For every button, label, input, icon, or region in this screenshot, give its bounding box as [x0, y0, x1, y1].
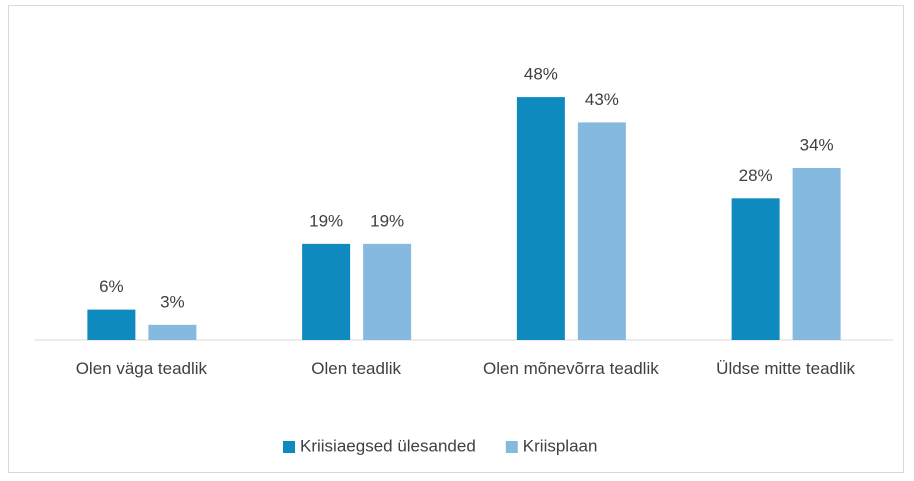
x-tick-label: Üldse mitte teadlik [716, 359, 856, 378]
bar [577, 122, 626, 340]
x-tick-label: Olen väga teadlik [75, 359, 208, 378]
data-label: 34% [800, 135, 834, 154]
legend-swatch [283, 441, 295, 453]
bar [302, 243, 351, 340]
legend-swatch [505, 441, 518, 453]
chart-border [8, 5, 904, 473]
bar [516, 97, 565, 341]
bar [792, 167, 841, 340]
legend-label: Kriisiaegsed ülesanded [300, 436, 476, 455]
data-label: 19% [370, 211, 404, 230]
bar [731, 198, 780, 340]
data-label: 6% [99, 277, 124, 296]
legend-label: Kriisplaan [523, 436, 598, 455]
data-label: 19% [309, 211, 343, 230]
data-label: 3% [160, 292, 185, 311]
bar [363, 243, 412, 340]
data-label: 43% [585, 90, 619, 109]
bar [87, 309, 136, 340]
bar [148, 324, 197, 340]
data-label: 28% [739, 166, 773, 185]
x-tick-label: Olen teadlik [311, 359, 402, 378]
x-tick-label: Olen mõnevõrra teadlik [482, 359, 659, 378]
data-label: 48% [524, 65, 558, 84]
